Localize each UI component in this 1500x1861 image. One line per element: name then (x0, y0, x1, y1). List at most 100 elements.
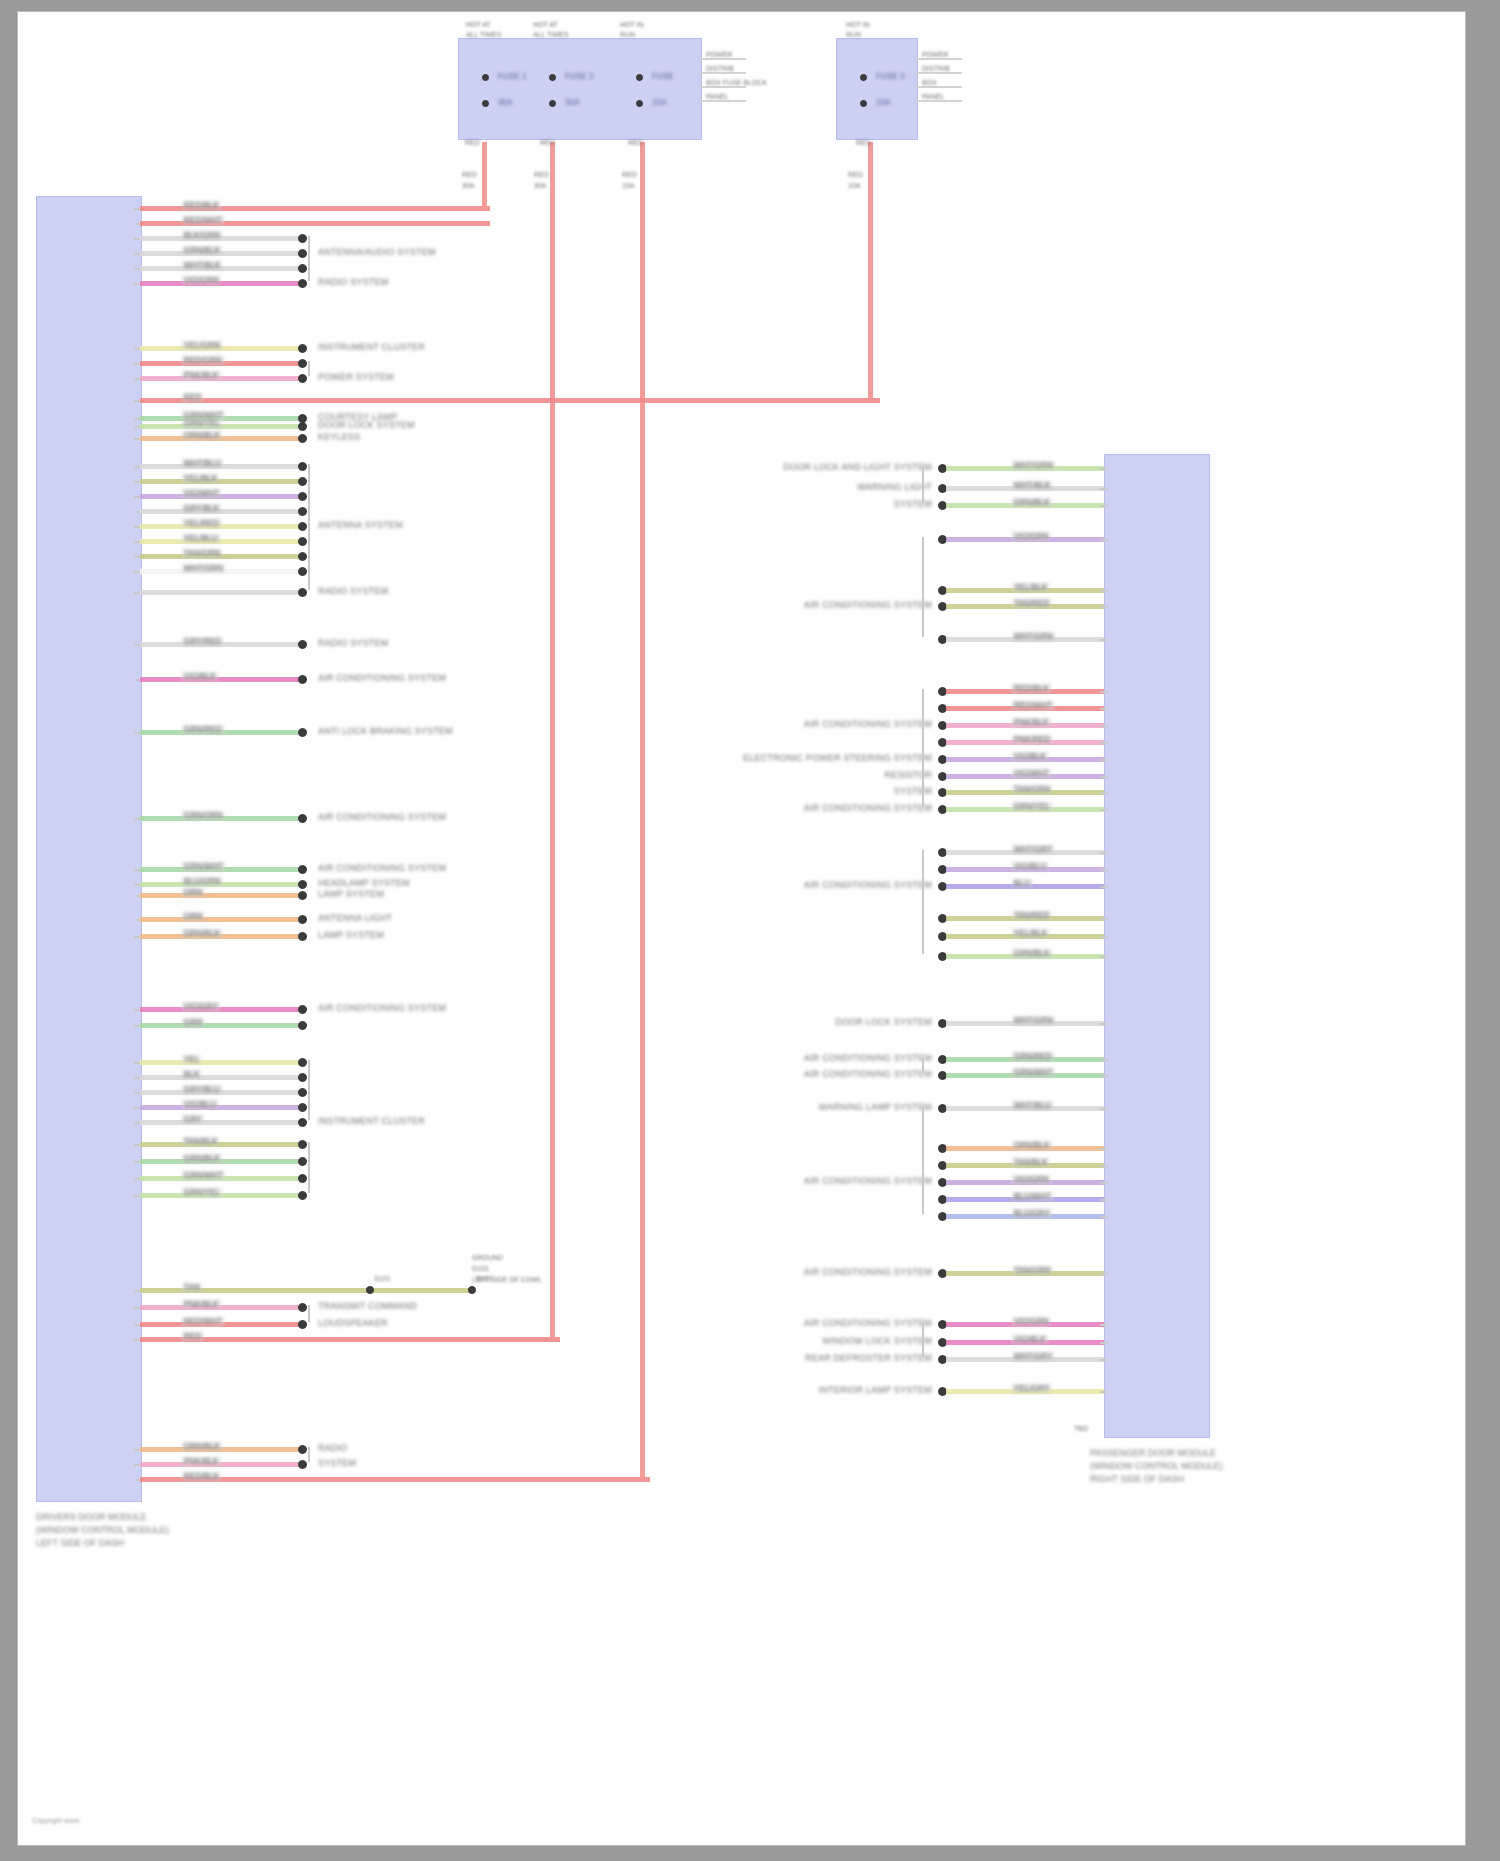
right-terminal-dot-18[interactable] (938, 914, 947, 923)
right-terminal-dot-24[interactable] (938, 1104, 947, 1113)
left-terminal-dot-39[interactable] (298, 1157, 307, 1166)
left-terminal-dot-47[interactable] (298, 1460, 307, 1469)
left-terminal-dot-11[interactable] (298, 422, 307, 431)
right-terminal-dot-15[interactable] (938, 848, 947, 857)
left-terminal-dot-15[interactable] (298, 492, 307, 501)
left-terminal-dot-5[interactable] (298, 279, 307, 288)
right-terminal-dot-21[interactable] (938, 1019, 947, 1028)
left-wire-28 (140, 893, 300, 898)
left-terminal-dot-41[interactable] (298, 1191, 307, 1200)
left-terminal-dot-19[interactable] (298, 552, 307, 561)
right-terminal-dot-5[interactable] (938, 602, 947, 611)
left-terminal-dot-30[interactable] (298, 932, 307, 941)
right-terminal-dot-20[interactable] (938, 952, 947, 961)
left-terminal-dot-14[interactable] (298, 477, 307, 486)
left-terminal-dot-46[interactable] (298, 1445, 307, 1454)
right-terminal-dot-34[interactable] (938, 1387, 947, 1396)
right-terminal-dot-26[interactable] (938, 1161, 947, 1170)
right-terminal-dot-30[interactable] (938, 1269, 947, 1278)
left-terminal-dot-4[interactable] (298, 264, 307, 273)
fuse-header-hot-0-2: HOT IN (620, 22, 644, 29)
splice-dot-0[interactable] (366, 1286, 374, 1294)
left-wire-label-48: RED/BLK (182, 1472, 221, 1481)
left-terminal-dot-12[interactable] (298, 434, 307, 443)
right-terminal-dot-6[interactable] (938, 635, 947, 644)
left-wire-label-37: GRY (182, 1115, 204, 1124)
right-terminal-dot-11[interactable] (938, 755, 947, 764)
right-terminal-dot-16[interactable] (938, 865, 947, 874)
left-terminal-dot-38[interactable] (298, 1140, 307, 1149)
left-terminal-dot-23[interactable] (298, 675, 307, 684)
left-terminal-dot-40[interactable] (298, 1174, 307, 1183)
left-terminal-dot-18[interactable] (298, 537, 307, 546)
left-terminal-dot-32[interactable] (298, 1021, 307, 1030)
right-terminal-dot-2[interactable] (938, 501, 947, 510)
right-terminal-dot-7[interactable] (938, 687, 947, 696)
left-destination-30: LAMP SYSTEM (318, 930, 385, 940)
left-terminal-dot-8[interactable] (298, 374, 307, 383)
left-terminal-dot-13[interactable] (298, 462, 307, 471)
fuse-header-hot-1-0: HOT IN (846, 22, 870, 29)
left-pin-stub-36 (134, 1107, 144, 1109)
right-wire-label-20: GRN/BLK (1012, 949, 1052, 958)
left-terminal-dot-25[interactable] (298, 814, 307, 823)
right-terminal-dot-12[interactable] (938, 772, 947, 781)
left-terminal-dot-29[interactable] (298, 915, 307, 924)
left-terminal-dot-43[interactable] (298, 1303, 307, 1312)
right-terminal-dot-23[interactable] (938, 1071, 947, 1080)
left-terminal-bracket-2 (308, 464, 310, 590)
fuse-block-fuse-block-b[interactable] (836, 38, 918, 140)
left-terminal-dot-37[interactable] (298, 1118, 307, 1127)
right-terminal-dot-1[interactable] (938, 484, 947, 493)
right-terminal-dot-25[interactable] (938, 1144, 947, 1153)
left-terminal-dot-17[interactable] (298, 522, 307, 531)
right-terminal-dot-3[interactable] (938, 535, 947, 544)
right-pin-stub-22 (1100, 1059, 1108, 1061)
left-terminal-dot-24[interactable] (298, 728, 307, 737)
left-terminal-dot-2[interactable] (298, 234, 307, 243)
right-terminal-dot-33[interactable] (938, 1355, 947, 1364)
left-terminal-dot-27[interactable] (298, 880, 307, 889)
left-terminal-dot-35[interactable] (298, 1088, 307, 1097)
right-terminal-dot-29[interactable] (938, 1212, 947, 1221)
right-wire-label-24: WHT/BLU (1012, 1101, 1053, 1110)
left-terminal-dot-16[interactable] (298, 507, 307, 516)
right-terminal-dot-10[interactable] (938, 738, 947, 747)
right-terminal-dot-0[interactable] (938, 464, 947, 473)
left-terminal-dot-3[interactable] (298, 249, 307, 258)
fuse-bottom-note-a-0-1: RED (534, 172, 549, 179)
left-terminal-dot-6[interactable] (298, 344, 307, 353)
right-terminal-dot-27[interactable] (938, 1178, 947, 1187)
right-terminal-dot-28[interactable] (938, 1195, 947, 1204)
left-terminal-dot-31[interactable] (298, 1005, 307, 1014)
fuse-block-fuse-block-a[interactable] (458, 38, 702, 140)
left-door-module-connector[interactable] (36, 196, 142, 1502)
right-terminal-dot-9[interactable] (938, 721, 947, 730)
right-pin-stub-11 (1100, 759, 1108, 761)
left-destination-27: HEADLAMP SYSTEM (318, 878, 410, 888)
left-terminal-dot-44[interactable] (298, 1320, 307, 1329)
right-terminal-dot-31[interactable] (938, 1320, 947, 1329)
left-terminal-dot-20[interactable] (298, 567, 307, 576)
right-terminal-dot-4[interactable] (938, 586, 947, 595)
right-terminal-dot-13[interactable] (938, 788, 947, 797)
left-wire-label-41: GRN/YEL (182, 1188, 222, 1197)
right-door-module-connector[interactable] (1104, 454, 1210, 1438)
left-terminal-dot-28[interactable] (298, 891, 307, 900)
splice-dot-1[interactable] (468, 1286, 476, 1294)
right-terminal-dot-14[interactable] (938, 805, 947, 814)
left-terminal-dot-36[interactable] (298, 1103, 307, 1112)
left-terminal-dot-22[interactable] (298, 640, 307, 649)
left-terminal-dot-33[interactable] (298, 1058, 307, 1067)
left-terminal-dot-26[interactable] (298, 865, 307, 874)
left-terminal-dot-7[interactable] (298, 359, 307, 368)
left-terminal-dot-34[interactable] (298, 1073, 307, 1082)
right-terminal-dot-22[interactable] (938, 1055, 947, 1064)
left-terminal-dot-21[interactable] (298, 588, 307, 597)
right-terminal-dot-19[interactable] (938, 932, 947, 941)
left-terminal-dot-10[interactable] (298, 414, 307, 423)
splice-label-1: S102 (476, 1276, 493, 1283)
right-terminal-dot-32[interactable] (938, 1338, 947, 1347)
right-terminal-dot-17[interactable] (938, 882, 947, 891)
right-terminal-dot-8[interactable] (938, 704, 947, 713)
